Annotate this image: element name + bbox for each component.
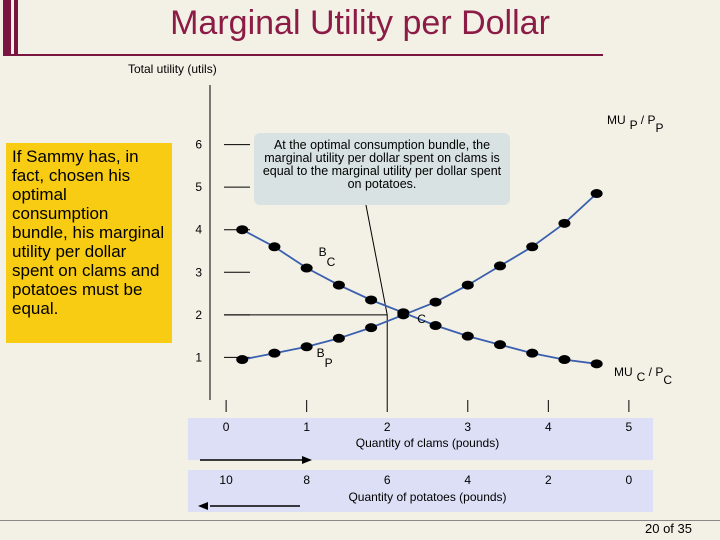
x-tick-label: 3 xyxy=(464,420,471,434)
data-point xyxy=(236,355,249,365)
data-point xyxy=(429,321,442,331)
y-tick-label: 3 xyxy=(195,265,202,279)
data-point xyxy=(494,340,506,350)
y-tick-label: 1 xyxy=(195,350,202,364)
x-tick-label: 1 xyxy=(303,420,310,434)
data-point xyxy=(365,295,378,305)
side-note: If Sammy has, in fact, chosen his optima… xyxy=(6,143,172,343)
point-label: BC xyxy=(319,245,336,269)
data-point xyxy=(461,331,474,341)
data-point xyxy=(526,348,539,358)
data-point xyxy=(494,261,506,271)
point-label: C xyxy=(417,312,426,326)
data-point xyxy=(461,280,474,290)
title-rule xyxy=(3,54,603,56)
data-point xyxy=(397,308,410,318)
y-tick-label: 4 xyxy=(195,223,202,237)
data-point xyxy=(526,242,539,252)
potatoes-axis-band xyxy=(188,470,653,512)
x2-tick-label: 4 xyxy=(464,473,471,487)
x-tick-label: 2 xyxy=(384,420,391,434)
x2-axis-label: Quantity of potatoes (pounds) xyxy=(348,490,506,504)
clams-arrow-head xyxy=(302,456,312,464)
title-accent-bar xyxy=(3,0,11,56)
potatoes-arrow-head xyxy=(198,502,208,510)
y-tick-label: 2 xyxy=(195,308,202,322)
data-point xyxy=(268,242,281,252)
potatoes-mu-curve xyxy=(242,192,598,361)
optimal-bundle-callout: At the optimal consumption bundle, the m… xyxy=(254,133,510,205)
clams-mu-curve xyxy=(241,228,597,365)
data-point xyxy=(332,280,345,290)
callout-pointer xyxy=(364,199,388,315)
data-point xyxy=(236,225,249,235)
x-tick-label: 4 xyxy=(545,420,552,434)
x-tick-label: 0 xyxy=(223,420,230,434)
data-point xyxy=(590,189,603,199)
data-point xyxy=(300,342,313,352)
x2-tick-label: 10 xyxy=(219,473,233,487)
series-label: MU C / PC xyxy=(614,365,672,387)
x2-tick-label: 6 xyxy=(384,473,391,487)
data-point xyxy=(268,348,281,358)
x-tick-label: 5 xyxy=(626,420,633,434)
data-point xyxy=(429,297,442,307)
y-axis-label: Total utility (utils) xyxy=(128,62,217,76)
data-point xyxy=(332,333,345,343)
title-accent-bar-thin xyxy=(14,0,18,56)
x2-tick-label: 0 xyxy=(626,473,633,487)
y-tick-label: 5 xyxy=(195,180,202,194)
slide-title: Marginal Utility per Dollar xyxy=(170,4,550,42)
x2-tick-label: 2 xyxy=(545,473,552,487)
x2-tick-label: 8 xyxy=(303,473,310,487)
data-point xyxy=(558,355,571,365)
page-number: 20 of 35 xyxy=(645,521,692,536)
point-label: BP xyxy=(317,346,333,370)
series-label: MU P / PP xyxy=(607,113,664,135)
data-point xyxy=(300,263,313,273)
data-point xyxy=(365,323,378,333)
x-axis-label: Quantity of clams (pounds) xyxy=(356,436,499,450)
footer-rule xyxy=(0,520,720,521)
y-tick-label: 6 xyxy=(195,138,202,152)
data-point xyxy=(558,218,571,228)
data-point xyxy=(590,359,603,369)
clams-axis-band xyxy=(188,418,653,460)
